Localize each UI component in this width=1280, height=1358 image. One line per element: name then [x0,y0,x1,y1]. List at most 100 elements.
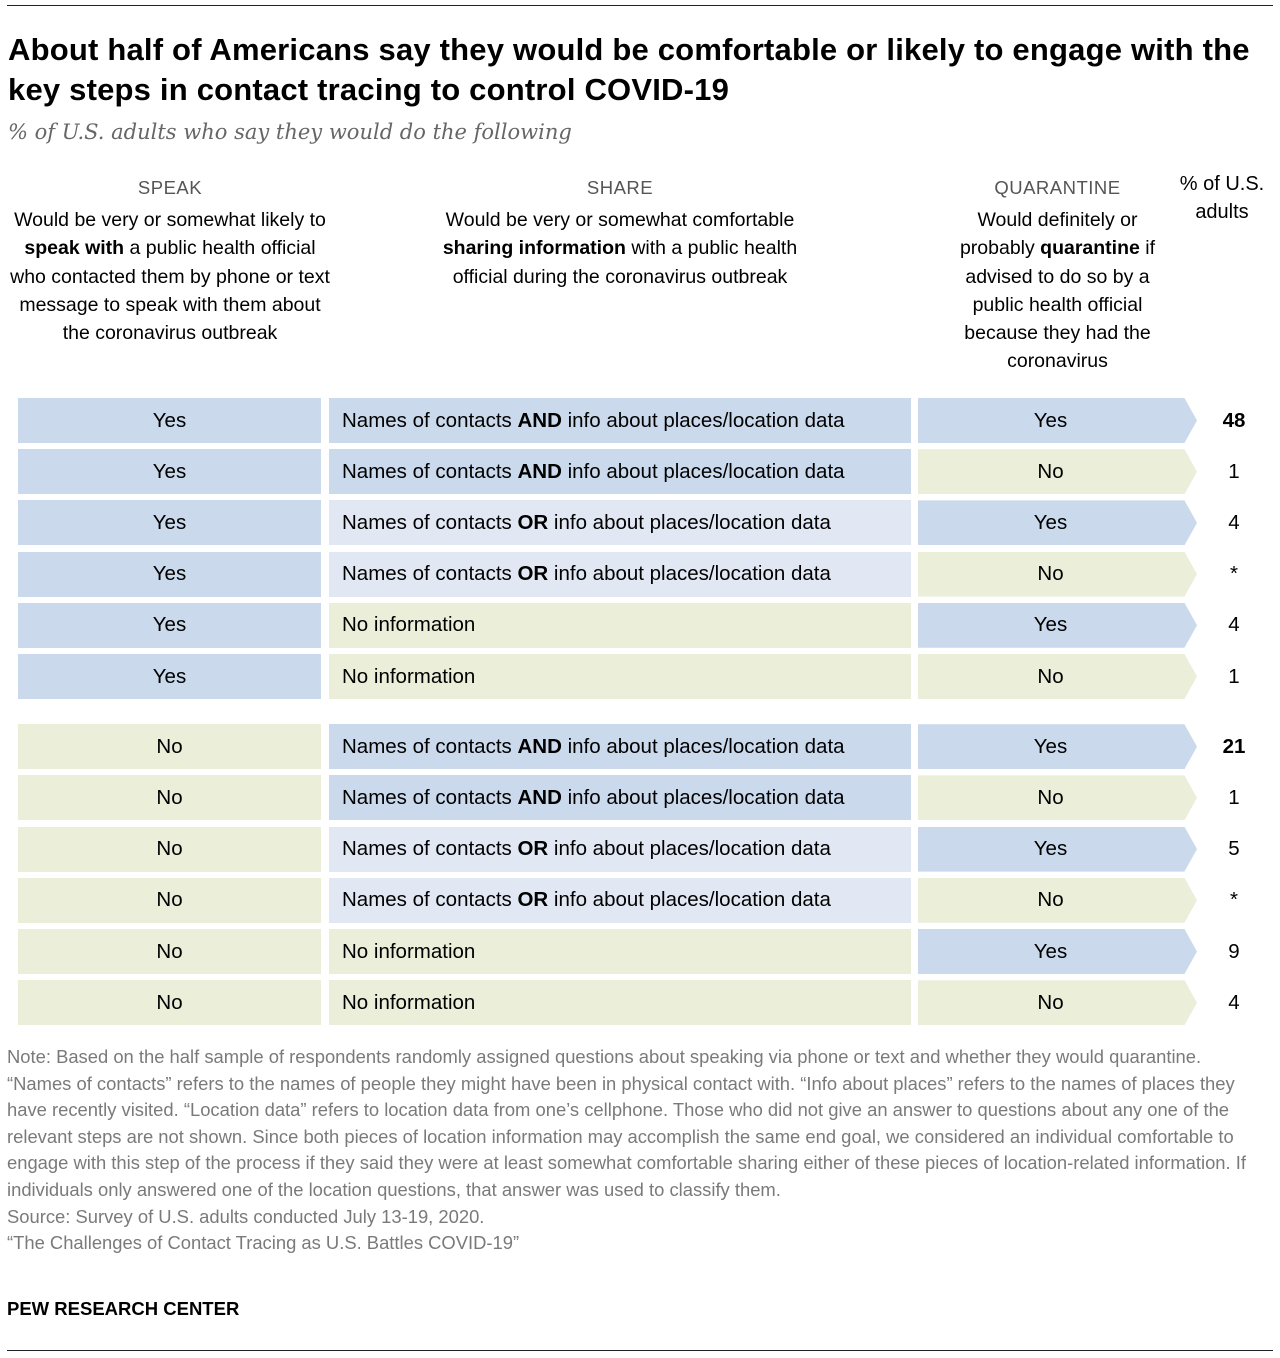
cell-text: No information [342,990,476,1014]
percent-value: 4 [1205,500,1263,545]
share-cell: Names of contacts AND info about places/… [329,449,911,495]
speak-cell: No [18,826,321,872]
speak-cell: No [18,980,321,1026]
bold-text: OR [517,888,549,912]
bold-text: sharing information [442,237,626,260]
bold-text: OR [517,562,549,586]
cell-text: No [156,734,183,758]
cell-text: info about places/location data [548,837,831,861]
cell-text: No [1037,459,1064,483]
share-caption: SHARE [586,177,654,198]
share-text: No information [342,665,475,689]
share-cell: Names of contacts OR info about places/l… [329,500,911,546]
percent-value: 1 [1205,449,1263,494]
cell-text: info about places/location data [548,510,831,534]
share-cell: No information [329,654,911,699]
cell-text: Names of contacts [342,785,518,809]
text: a public health official who contacted t… [10,237,330,345]
share-text: No information [342,991,475,1015]
speak-cell: No [18,877,321,923]
percent-value: 5 [1205,827,1263,872]
share-cell: Names of contacts AND info about places/… [329,398,911,443]
bold-text: OR [517,510,549,534]
cell-text: No [1037,562,1064,586]
cell-text: No information [342,613,476,637]
cell-text: Yes [152,459,187,483]
cell-text: No [156,785,183,809]
share-cell: Names of contacts OR info about places/l… [329,826,911,872]
cell-text: info about places/location data [548,888,831,912]
quarantine-arrow-cell: No [918,449,1197,495]
share-text: Names of contacts AND info about places/… [342,786,845,810]
cell-text: Yes [1033,613,1068,637]
bold-text: AND [517,734,562,758]
cell-text: info about places/location data [561,459,845,483]
share-text: Names of contacts OR info about places/l… [342,511,831,535]
cell-text: info about places/location data [561,734,845,758]
bottom-rule [7,1350,1273,1351]
cell-text: No [156,888,183,912]
quarantine-arrow-cell: Yes [918,724,1197,770]
cell-text: No [156,939,183,963]
quarantine-column-header: QUARANTINE Would definitely or probably … [940,174,1175,375]
cell-text: 4 [1228,613,1240,637]
quarantine-description: Would definitely or probably quarantine … [940,206,1175,375]
cell-text: Names of contacts [342,562,518,586]
cell-text: No [1037,990,1064,1014]
share-cell: No information [329,602,911,648]
top-rule [7,5,1273,6]
percent-value: 1 [1205,654,1263,699]
quarantine-arrow-cell: Yes [918,398,1197,443]
speak-cell: Yes [18,500,321,546]
cell-text: Names of contacts [342,408,518,432]
cell-text: 9 [1228,939,1240,963]
cell-text: 1 [1228,459,1240,483]
quarantine-arrow-cell: Yes [918,929,1197,974]
cell-text: Names of contacts [342,837,518,861]
cell-text: No information [342,939,476,963]
share-text: Names of contacts AND info about places/… [342,460,845,484]
share-text: Names of contacts AND info about places/… [342,735,845,759]
cell-text: Yes [152,664,187,688]
share-text: No information [342,940,475,964]
quarantine-caption: QUARANTINE [994,177,1121,198]
cell-text: Names of contacts [342,510,518,534]
cell-text: No information [342,664,476,688]
speak-cell: Yes [18,602,321,648]
chart-subtitle: % of U.S. adults who say they would do t… [8,120,572,144]
cell-text: Yes [1033,510,1068,534]
percent-value: 48 [1205,398,1263,443]
text: Would be very or somewhat likely to [14,209,326,232]
share-cell: Names of contacts AND info about places/… [329,724,911,770]
quarantine-arrow-cell: No [918,980,1197,1026]
source: Source: Survey of U.S. adults conducted … [7,1205,485,1227]
bold-text: AND [517,785,562,809]
share-cell: No information [329,980,911,1026]
cell-text: No [1037,785,1064,809]
brand-logo: PEW RESEARCH CENTER [7,1298,240,1319]
cell-text: Names of contacts [342,459,518,483]
cell-text: Yes [1033,837,1068,861]
speak-cell: Yes [18,551,321,597]
cell-text: * [1230,888,1238,912]
cell-text: Yes [1033,734,1068,758]
cell-text: No [156,990,183,1014]
report-title: “The Challenges of Contact Tracing as U.… [7,1232,520,1254]
quarantine-arrow-cell: Yes [918,500,1197,546]
cell-text: No [1037,888,1064,912]
cell-text: Names of contacts [342,734,518,758]
quarantine-arrow-cell: Yes [918,602,1197,648]
share-text: Names of contacts OR info about places/l… [342,837,831,861]
speak-column-header: SPEAK Would be very or somewhat likely t… [10,174,330,347]
speak-cell: No [18,775,321,821]
cell-text: * [1230,562,1238,586]
text: with a public health official during the… [452,237,798,288]
cell-text: Yes [1033,408,1068,432]
share-cell: Names of contacts OR info about places/l… [329,551,911,597]
percent-column-header: % of U.S. adults [1179,173,1265,223]
share-text: No information [342,613,475,637]
cell-text: 4 [1228,510,1240,534]
speak-description: Would be very or somewhat likely to spea… [10,206,330,347]
percent-value: * [1205,552,1263,597]
cell-text: Yes [152,510,187,534]
